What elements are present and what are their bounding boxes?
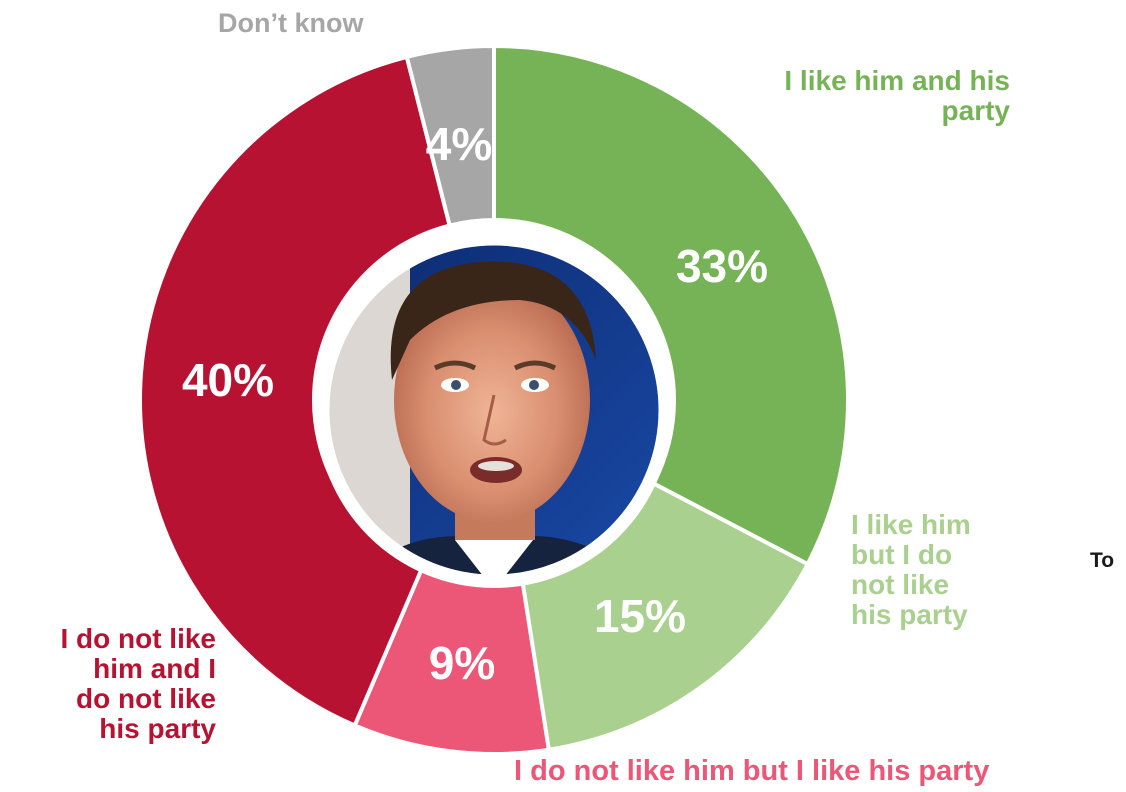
cut-off-text: To — [1090, 549, 1115, 572]
value-label-like-him-not-party: 15% — [594, 590, 686, 642]
slice-like-both — [492, 43, 850, 567]
value-label-dont-know: 4% — [426, 118, 492, 170]
value-label-like-neither: 40% — [182, 354, 274, 406]
label-dont-know: Don’t know — [218, 8, 364, 38]
value-label-like-both: 33% — [676, 240, 768, 292]
center-photo — [316, 232, 672, 588]
label-like-neither: I do not like him and I do not like his … — [60, 623, 216, 744]
donut-slices — [138, 43, 850, 756]
value-label-like-party-not-him: 9% — [429, 637, 495, 689]
slice-dont-know — [404, 43, 496, 228]
label-like-party-not-him: I do not like him but I like his party — [514, 755, 990, 787]
slice-value-labels: 33% 15% 9% 40% 4% — [182, 118, 768, 689]
label-like-both: I like him and his party — [784, 65, 1010, 126]
label-like-him-not-party: I like him but I do not like his party — [851, 509, 971, 630]
